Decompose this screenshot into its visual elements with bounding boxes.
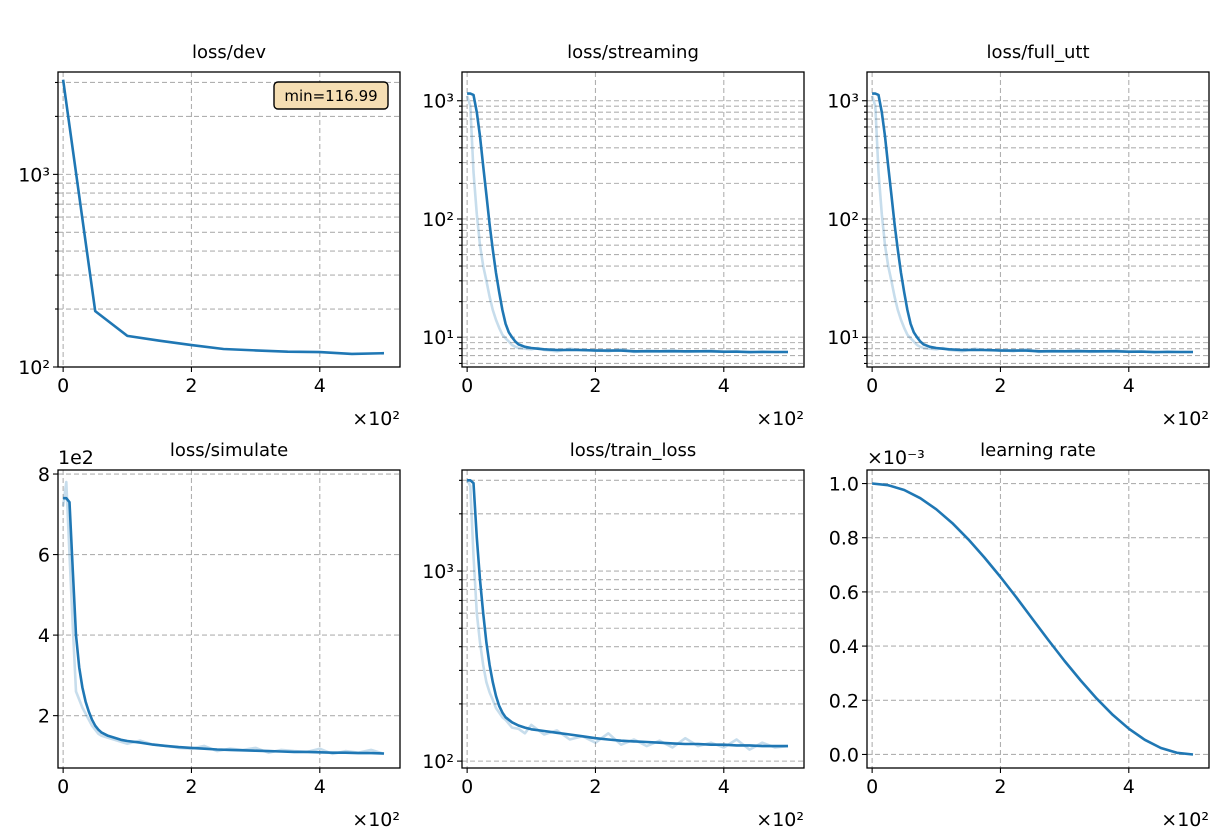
x-tick-label: 2 <box>589 776 601 798</box>
chart-streaming: 0 2 4 10¹ 10² 10³ loss/streaming ×10² <box>422 42 805 430</box>
chart-title: loss/simulate <box>170 440 288 461</box>
y-tick-label: 10¹ <box>827 327 859 349</box>
min-annotation-box <box>273 81 389 110</box>
y-tick-label: 10¹ <box>422 327 454 349</box>
axes-frame <box>57 469 401 769</box>
y-tick-label: 6 <box>38 545 50 567</box>
y-tick-label: 0.8 <box>829 528 859 550</box>
x-offset-text: ×10² <box>1161 408 1209 430</box>
series-line-dev <box>61 79 385 356</box>
x-tick-label: 4 <box>1123 375 1135 397</box>
y-tick-label: 10³ <box>422 91 454 113</box>
x-tick-label: 4 <box>718 375 730 397</box>
x-tick-label: 4 <box>718 776 730 798</box>
series-line-lr <box>871 482 1194 756</box>
series-line-raw <box>465 95 788 355</box>
chart-title: learning rate <box>980 440 1096 461</box>
y-tick-label: 0.4 <box>829 636 859 658</box>
y-tick-label: 10² <box>422 209 454 231</box>
y-offset-text: ×10⁻³ <box>867 447 925 469</box>
y-tick-label: 10³ <box>827 91 859 113</box>
x-tick-label: 0 <box>461 776 473 798</box>
x-tick-label: 4 <box>1123 776 1135 798</box>
x-tick-label: 0 <box>866 776 878 798</box>
y-tick-label: 10³ <box>422 561 454 583</box>
x-tick-label: 4 <box>314 776 326 798</box>
series-line-raw <box>61 480 385 756</box>
x-tick-label: 2 <box>185 776 197 798</box>
axes-frame <box>866 469 1210 769</box>
series-line-smoothed <box>467 478 788 748</box>
y-tick-label: 1.0 <box>829 474 859 496</box>
x-tick-label: 0 <box>57 375 69 397</box>
chart-train_loss: 0 2 4 10² 10³ loss/train_loss ×10² <box>422 440 805 831</box>
y-tick-label: 2 <box>38 706 50 728</box>
chart-full_utt: 0 2 4 10¹ 10² 10³ loss/full_utt ×10² <box>827 42 1210 430</box>
min-annotation-text: min=116.99 <box>284 87 377 105</box>
series-line-smoothed <box>872 92 1193 354</box>
x-offset-text: ×10² <box>756 408 804 430</box>
x-tick-label: 0 <box>461 375 473 397</box>
chart-title: loss/full_utt <box>986 42 1089 63</box>
y-tick-label: 0.0 <box>829 744 859 766</box>
y-tick-label: 10² <box>827 209 859 231</box>
x-tick-label: 2 <box>589 375 601 397</box>
axes-frame <box>461 469 805 769</box>
axes-frame <box>461 71 805 368</box>
y-tick-label: 10² <box>18 357 50 379</box>
x-offset-text: ×10² <box>756 809 804 831</box>
chart-title: loss/train_loss <box>570 440 697 461</box>
y-tick-label: 0.2 <box>829 690 859 712</box>
y-offset-text: 1e2 <box>58 447 94 469</box>
chart-title: loss/streaming <box>567 42 699 63</box>
y-tick-label: 10³ <box>18 164 50 186</box>
y-tick-label: 8 <box>38 464 50 486</box>
axes-frame <box>866 71 1210 368</box>
x-offset-text: ×10² <box>352 809 400 831</box>
series-line-smoothed <box>63 496 385 755</box>
chart-title: loss/dev <box>192 42 266 63</box>
x-tick-label: 0 <box>866 375 878 397</box>
x-tick-label: 2 <box>185 375 197 397</box>
x-offset-text: ×10² <box>1161 809 1209 831</box>
x-tick-label: 2 <box>994 776 1006 798</box>
y-tick-label: 4 <box>38 625 50 647</box>
x-offset-text: ×10² <box>352 408 400 430</box>
series-line-raw <box>870 95 1193 355</box>
x-tick-label: 2 <box>994 375 1006 397</box>
series-line-smoothed <box>467 92 788 354</box>
axes-frame <box>57 71 401 368</box>
series-line-raw <box>465 479 789 751</box>
x-tick-label: 4 <box>314 375 326 397</box>
x-tick-label: 0 <box>57 776 69 798</box>
chart-learning_rate: 0 2 4 0.0 0.2 0.4 0.6 0.8 1.0 learning rate ×10² ×1… <box>829 440 1210 831</box>
y-tick-label: 0.6 <box>829 582 859 604</box>
chart-simulate: 0 2 4 2 4 6 8 loss/simulate ×10² 1e2 <box>38 440 401 831</box>
y-tick-label: 10² <box>422 751 454 773</box>
chart-dev: 0 2 4 10² 10³ loss/dev ×10² min=116.99 <box>18 42 401 430</box>
